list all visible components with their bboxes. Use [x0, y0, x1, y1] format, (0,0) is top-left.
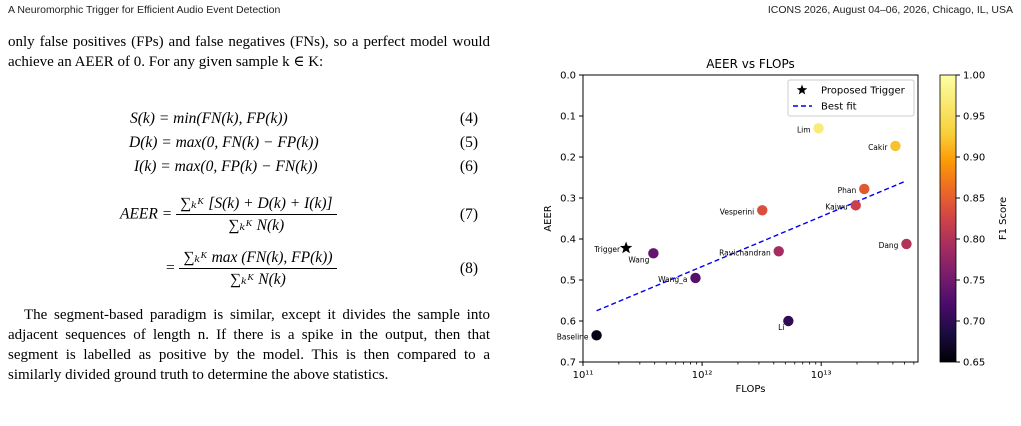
point-label: Kaiwu — [825, 202, 848, 211]
x-tick-label: 10¹¹ — [573, 370, 594, 381]
eq4-lhs: S(k) = — [130, 110, 174, 127]
y-tick-label: 0.3 — [560, 194, 576, 205]
point-label: Ravichandran — [719, 248, 771, 257]
point-label: Wang_a — [658, 275, 687, 284]
data-point — [690, 272, 701, 284]
intro-paragraph: only false positives (FPs) and false neg… — [8, 34, 490, 70]
y-tick-label: 0.2 — [560, 153, 576, 164]
legend-label-fit: Best fit — [821, 102, 857, 113]
point-label: Phan — [838, 186, 857, 195]
point-label: Dang — [879, 241, 899, 250]
eq7-numerator: ∑ₖᴷ [S(k) + D(k) + I(k)] — [176, 194, 337, 215]
eq8-number: (8) — [459, 260, 478, 277]
data-point — [859, 183, 870, 195]
text-column: only false positives (FPs) and false neg… — [8, 32, 490, 72]
data-point — [901, 238, 912, 250]
equation-5: D(k) = max(0, FN(k) − FP(k)) (5) — [0, 134, 482, 156]
data-point — [648, 248, 659, 259]
y-tick-label: 0.6 — [560, 317, 576, 328]
point-label: Li — [778, 323, 784, 332]
eq8-fraction: ∑ₖᴷ max (FN(k), FP(k)) ∑ₖᴷ N(k) — [179, 248, 337, 289]
eq6-lhs: I(k) = — [134, 158, 175, 175]
colorbar-tick-label: 0.90 — [963, 153, 985, 164]
data-point — [591, 330, 602, 341]
chart-title: AEER vs FLOPs — [706, 57, 795, 71]
equation-6: I(k) = max(0, FP(k) − FN(k)) (6) — [0, 158, 482, 180]
data-point — [773, 246, 784, 257]
colorbar-tick-label: 0.95 — [963, 112, 985, 123]
eq5-number: (5) — [459, 134, 478, 151]
eq6-rhs: max(0, FP(k) − FN(k)) — [174, 158, 318, 175]
eq7-denominator: ∑ₖᴷ N(k) — [228, 217, 285, 234]
data-point — [813, 123, 824, 134]
trigger-label: Trigger — [593, 245, 621, 254]
eq8-numerator: ∑ₖᴷ max (FN(k), FP(k)) — [179, 248, 337, 269]
x-tick-label: 10¹² — [692, 370, 713, 381]
eq7-fraction: ∑ₖᴷ [S(k) + D(k) + I(k)] ∑ₖᴷ N(k) — [176, 194, 337, 235]
best-fit-line — [596, 180, 907, 312]
equation-7: AEER = ∑ₖᴷ [S(k) + D(k) + I(k)] ∑ₖᴷ N(k) … — [0, 192, 482, 238]
eq8-lhs: = — [165, 259, 180, 277]
colorbar-label: F1 Score — [998, 197, 1009, 240]
data-point — [757, 205, 768, 216]
point-label: Wang — [628, 255, 649, 264]
colorbar-tick-label: 0.85 — [963, 194, 985, 205]
y-tick-label: 0.4 — [560, 235, 576, 246]
eq8-denominator: ∑ₖᴷ N(k) — [230, 271, 286, 288]
colorbar-tick-label: 0.70 — [963, 317, 985, 328]
running-header-venue: ICONS 2026, August 04–06, 2026, Chicago,… — [767, 4, 1013, 16]
eq4-rhs: min(FN(k), FP(k)) — [173, 110, 288, 127]
point-label: Lim — [797, 125, 811, 134]
plot-frame — [582, 74, 919, 363]
eq5-lhs: D(k) = — [129, 134, 176, 151]
point-label: Vesperini — [720, 207, 754, 216]
equation-4: S(k) = min(FN(k), FP(k)) (4) — [0, 110, 482, 132]
x-axis-label: FLOPs — [736, 384, 766, 395]
data-point — [850, 200, 861, 211]
colorbar-tick-label: 0.75 — [963, 276, 985, 287]
data-point — [783, 315, 794, 327]
colorbar-tick-label: 1.00 — [963, 71, 985, 82]
point-label: Baseline — [557, 332, 589, 341]
eq5-rhs: max(0, FN(k) − FP(k)) — [175, 134, 319, 151]
point-label: Cakir — [868, 143, 888, 152]
trigger-star-marker — [619, 241, 633, 254]
legend-label-trigger: Proposed Trigger — [821, 86, 906, 97]
eq7-number: (7) — [459, 206, 478, 223]
eq6-number: (6) — [459, 158, 478, 175]
legend-star-icon — [796, 84, 808, 95]
aeer-vs-flops-chart: AEER vs FLOPs0.00.10.20.30.40.50.60.710¹… — [543, 57, 1009, 395]
colorbar-tick-label: 0.65 — [963, 358, 985, 369]
colorbar — [939, 74, 957, 363]
eq7-lhs: AEER = — [120, 205, 177, 223]
eq4-number: (4) — [459, 110, 478, 127]
segment-paragraph: The segment-based paradigm is similar, e… — [8, 307, 490, 383]
x-tick-label: 10¹³ — [811, 370, 832, 381]
y-tick-label: 0.0 — [560, 71, 576, 82]
colorbar-tick-label: 0.80 — [963, 235, 985, 246]
y-tick-label: 0.1 — [560, 112, 576, 123]
running-header-title: A Neuromorphic Trigger for Efficient Aud… — [8, 4, 281, 16]
legend-box — [787, 79, 915, 117]
y-tick-label: 0.7 — [560, 358, 576, 369]
data-point — [890, 140, 901, 152]
equation-8: = ∑ₖᴷ max (FN(k), FP(k)) ∑ₖᴷ N(k) (8) — [0, 246, 482, 292]
y-tick-label: 0.5 — [560, 276, 576, 287]
y-axis-label: AEER — [543, 205, 554, 231]
